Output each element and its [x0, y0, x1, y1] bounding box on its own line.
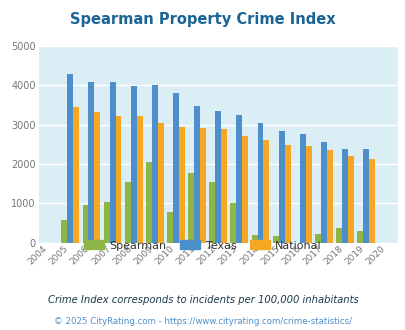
Bar [145, 162, 151, 243]
Text: Crime Index corresponds to incidents per 100,000 inhabitants: Crime Index corresponds to incidents per… [47, 295, 358, 305]
Text: © 2025 CityRating.com - https://www.cityrating.com/crime-statistics/: © 2025 CityRating.com - https://www.city… [54, 317, 351, 326]
Bar [215, 111, 221, 243]
Bar [115, 116, 121, 243]
Bar [188, 173, 194, 243]
Text: Spearman Property Crime Index: Spearman Property Crime Index [70, 12, 335, 26]
Bar [109, 82, 115, 243]
Bar [209, 182, 215, 243]
Bar [136, 116, 142, 243]
Bar [158, 123, 163, 243]
Bar [314, 234, 320, 243]
Bar [124, 182, 130, 243]
Bar [230, 203, 236, 243]
Bar [82, 205, 88, 243]
Bar [200, 128, 205, 243]
Bar [221, 129, 226, 243]
Bar [61, 220, 67, 243]
Bar [151, 85, 158, 243]
Bar [326, 150, 332, 243]
Bar [167, 212, 173, 243]
Bar [335, 228, 341, 243]
Bar [94, 112, 100, 243]
Bar [347, 156, 353, 243]
Bar [251, 235, 257, 243]
Bar [73, 108, 79, 243]
Bar [320, 142, 326, 243]
Bar [88, 82, 94, 243]
Bar [305, 146, 311, 243]
Bar [257, 123, 263, 243]
Bar [194, 106, 200, 243]
Bar [173, 93, 179, 243]
Bar [278, 131, 284, 243]
Bar [179, 127, 184, 243]
Bar [263, 141, 269, 243]
Bar [362, 149, 368, 243]
Bar [284, 145, 290, 243]
Bar [299, 134, 305, 243]
Bar [356, 231, 362, 243]
Bar [242, 136, 247, 243]
Bar [368, 159, 374, 243]
Bar [272, 236, 278, 243]
Bar [236, 115, 242, 243]
Bar [130, 86, 136, 243]
Bar [103, 203, 109, 243]
Bar [67, 74, 73, 243]
Legend: Spearman, Texas, National: Spearman, Texas, National [79, 236, 326, 255]
Bar [341, 149, 347, 243]
